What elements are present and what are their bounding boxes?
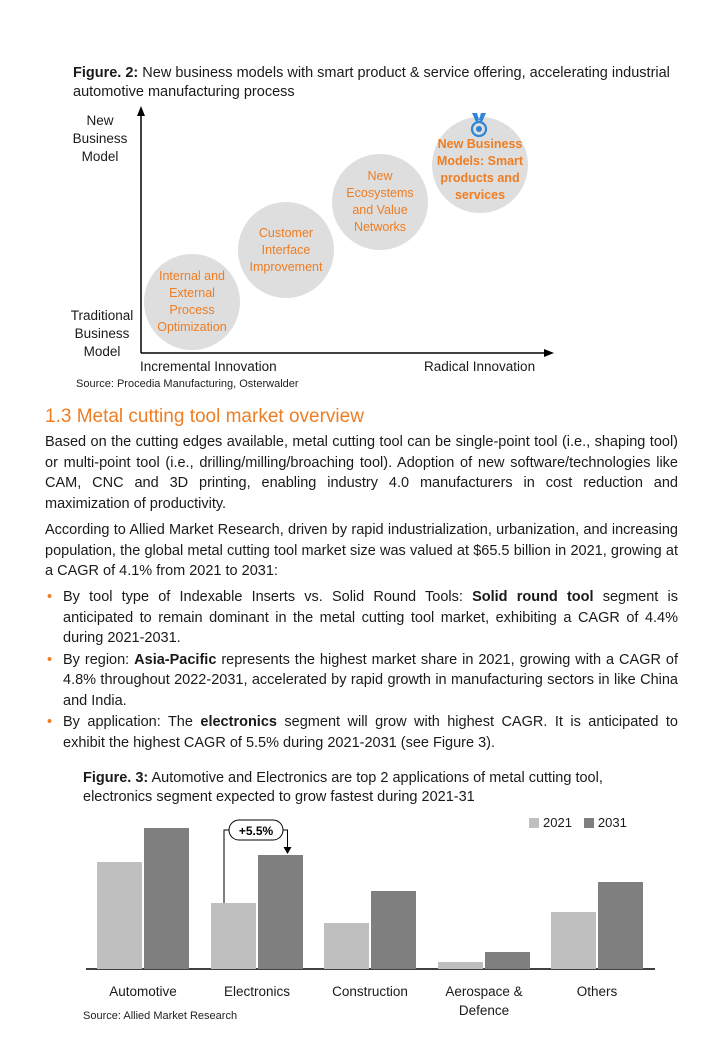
cagr-connector-line [223,829,288,903]
medal-icon [470,113,488,138]
cagr-arrow-head [283,847,292,854]
bar-aerospace-defence-2021 [438,962,483,969]
figure2-caption: Figure. 2: New business models with smar… [73,64,673,102]
bubble-ecosystems-label: New Ecosystems and Value Networks [346,169,414,234]
category-label-electronics: Electronics [223,984,291,999]
figure2-source: Source: Procedia Manufacturing, Osterwal… [76,378,299,390]
x-axis-left-label: Incremental Innovation [140,359,277,374]
legend-swatch-2021 [529,817,539,828]
bullet-post: segment will grow with highest CAGR. It … [63,714,678,751]
category-label-construction: Construction [332,984,408,999]
bar-others-2021 [551,912,596,969]
bar-automotive-2031 [144,828,189,969]
bar-others-2031 [598,882,643,969]
category-label-aerospace-defence: Aerospace & Defence [445,984,523,1018]
bar-construction-2021 [324,923,369,969]
bubble-smart-products: New Business Models: Smart products and … [432,117,528,213]
section-paragraph-1: Based on the cutting edges available, me… [45,434,678,512]
figure3-caption-prefix: Figure. 3: [83,770,149,786]
legend-label-2021: 2021 [543,815,572,830]
bar-aerospace-defence-2031 [485,952,530,969]
figure2-caption-text: New business models with smart product &… [73,65,670,100]
chart-legend: 2021 2031 [529,815,627,830]
bubble-smart-products-label: New Business Models: Smart products and … [436,137,524,202]
figure2-axes [137,106,554,357]
bullet-item-tool-type: By tool type of Indexable Inserts vs. So… [45,587,678,649]
bullet-pre: By region: [63,651,135,668]
bubble-customer-interface: Customer Interface Improvement [238,202,334,298]
section-title: 1.3 Metal cutting tool market overview [45,406,364,427]
bubble-process-optimization: Internal and External Process Optimizati… [144,254,240,350]
bubble-ecosystems: New Ecosystems and Value Networks [332,154,428,250]
section-bullet-list: By tool type of Indexable Inserts vs. So… [45,587,678,754]
bullet-post: represents the highest market share in 2… [63,651,678,709]
cagr-annotation-text: +5.5% [239,824,274,838]
bullet-bold: electronics [200,714,277,730]
bubble-customer-interface-label: Customer Interface Improvement [249,225,323,274]
y-axis-bottom-label: Traditional Business Model [70,308,134,359]
bullet-pre: By application: The [63,714,201,730]
bar-electronics-2021 [211,903,256,969]
figure2-caption-prefix: Figure. 2: [73,65,139,81]
bullet-bold: Asia-Pacific [134,651,217,668]
bullet-post: segment is anticipated to remain dominan… [63,589,678,646]
cagr-annotation-pill [228,819,284,841]
legend-label-2031: 2031 [597,815,627,830]
bar-construction-2031 [371,891,416,969]
bar-automotive-2021 [97,862,142,969]
figure3-caption: Figure. 3: Automotive and Electronics ar… [83,769,643,807]
section-paragraph-2: According to Allied Market Research, dri… [45,522,678,579]
figure3-source: Source: Allied Market Research [83,1010,238,1022]
bullet-pre: By tool type of Indexable Inserts vs. So… [63,589,473,605]
bullet-item-application: By application: The electronics segment … [45,712,678,753]
category-label-others: Others [576,984,618,999]
legend-swatch-2031 [583,817,594,828]
bullet-item-region: By region: Asia-Pacific represents the h… [45,650,678,712]
figure3-caption-text: Automotive and Electronics are top 2 app… [83,770,603,805]
bar-electronics-2031 [258,855,303,969]
bubble-process-optimization-label: Internal and External Process Optimizati… [157,269,227,334]
bullet-bold: Solid round tool [472,589,594,605]
category-label-automotive: Automotive [109,984,177,999]
y-axis-top-label: New Business Model [72,113,128,164]
x-axis-right-label: Radical Innovation [424,359,536,374]
